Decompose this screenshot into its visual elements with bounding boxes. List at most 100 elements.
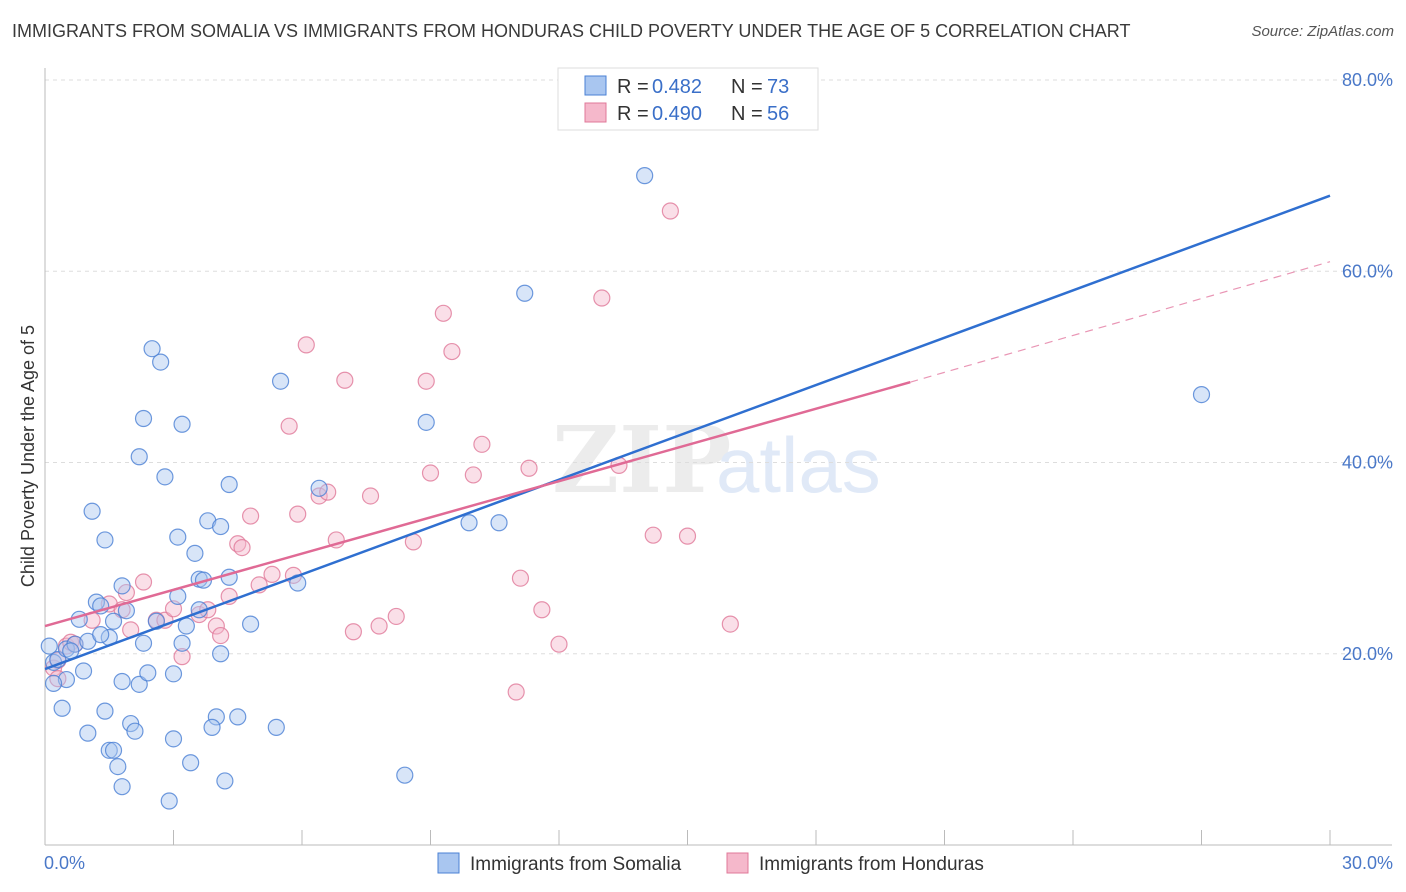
honduras-point [212,626,230,645]
top-legend: R = 0.482 N = 73 R = 0.490 N = 56 [557,67,819,131]
honduras-point [319,483,337,501]
honduras-point [387,607,405,626]
somalia-point [220,475,238,494]
somalia-point [212,517,230,536]
honduras-point [507,683,525,701]
somalia-point [490,514,508,532]
somalia-point [160,792,178,810]
legend-r-label-somalia: R = [617,76,649,98]
legend-swatch-somalia [584,75,607,96]
honduras-point [173,648,191,666]
somalia-point [182,754,200,772]
somalia-point [169,528,187,546]
x-tick-marks [44,830,1331,845]
somalia-point [212,645,230,663]
honduras-point [263,565,281,583]
honduras-point [134,573,153,591]
somalia-point [113,672,131,691]
y-tick-label: 20.0% [1342,644,1393,664]
trendlines [44,194,1331,671]
somalia-point [130,675,148,693]
somalia-point [267,718,285,736]
honduras-point [336,371,354,389]
somalia-point [104,612,123,630]
somalia-point [173,415,191,433]
trendline-somalia [44,194,1331,671]
somalia-point [271,372,290,390]
honduras-point [242,507,260,525]
somalia-point [44,674,63,692]
somalia-point [109,757,127,776]
y-tick-labels: 20.0% 40.0% 60.0% 80.0% [1342,70,1393,664]
somalia-point [152,353,170,371]
y-tick-label: 60.0% [1342,261,1393,281]
somalia-point [92,626,110,644]
somalia-point [636,167,654,185]
honduras-point [678,527,697,545]
somalia-point [53,699,71,717]
bottom-legend-swatch-honduras [726,852,749,874]
somalia-point [74,662,93,680]
honduras-point [593,289,611,307]
legend-n-value-somalia: 73 [767,76,789,98]
honduras-point [421,464,440,482]
somalia-point [417,413,435,431]
somalia-point [207,708,225,726]
trendline-honduras [44,380,911,628]
honduras-point [207,617,225,635]
somalia-point [79,724,97,742]
legend-n-label-somalia: N = [731,76,763,98]
somalia-point [113,778,131,796]
somalia-point [104,741,123,759]
somalia-point [229,708,247,726]
honduras-point [434,304,452,322]
somalia-point [134,634,153,652]
somalia-point [139,664,157,682]
trendline-honduras-extension [910,261,1331,383]
legend-r-value-somalia: 0.482 [652,76,702,98]
honduras-point [297,336,315,354]
honduras-point [550,635,568,653]
honduras-points [44,202,739,701]
somalia-point [164,730,183,748]
honduras-point [443,342,461,361]
somalia-point [310,479,328,497]
honduras-point [370,617,388,635]
somalia-point [83,502,101,520]
somalia-point [460,514,478,532]
chart-title: IMMIGRANTS FROM SOMALIA VS IMMIGRANTS FR… [12,21,1131,41]
chart-source: Source: ZipAtlas.com [1251,23,1394,40]
watermark-zip: ZIP [552,406,731,514]
honduras-point [721,615,739,633]
honduras-point [361,487,380,505]
somalia-point [516,284,534,302]
legend-n-label-honduras: N = [731,103,763,125]
somalia-point [113,577,131,595]
bottom-legend: Immigrants from Somalia Immigrants from … [437,852,984,875]
somalia-point [130,448,148,466]
honduras-point [511,569,530,587]
somalia-points [40,167,1211,810]
somalia-point [143,340,161,358]
somalia-point [40,637,58,655]
honduras-point [533,601,551,619]
watermark-atlas: atlas [716,421,881,509]
bottom-legend-label-honduras: Immigrants from Honduras [759,854,984,875]
somalia-point [134,409,153,428]
somalia-point [96,531,114,549]
somalia-point [164,665,183,683]
legend-r-label-honduras: R = [617,103,649,125]
somalia-point [203,718,221,736]
watermark: ZIP atlas [552,406,881,514]
somalia-point [156,468,174,486]
honduras-point [344,623,362,641]
honduras-point [289,505,307,523]
honduras-point [417,372,435,390]
legend-swatch-honduras [584,102,607,123]
y-axis-label: Child Poverty Under the Age of 5 [18,325,38,587]
somalia-point [100,741,118,759]
somalia-point [126,722,144,740]
x-tick-label-max: 30.0% [1342,853,1393,873]
somalia-point [186,544,204,562]
